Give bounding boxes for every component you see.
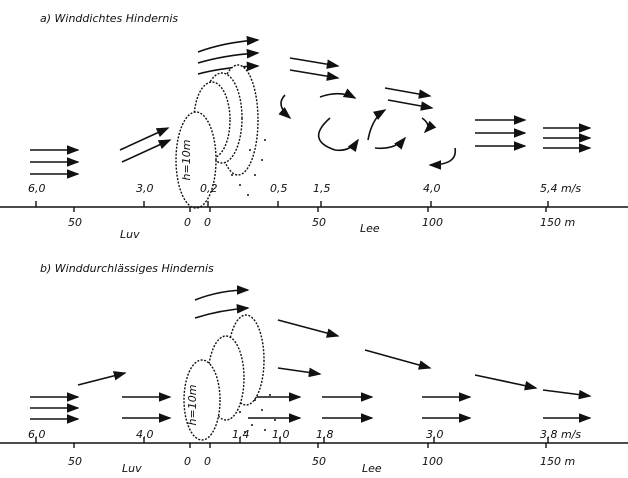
height-label: h=10m bbox=[186, 385, 199, 426]
speed-label: 1,0 bbox=[272, 428, 290, 441]
speed-label: 0,5 bbox=[270, 182, 288, 195]
distance-label: 0 bbox=[204, 455, 211, 468]
windward-label: Luv bbox=[120, 228, 140, 241]
speed-label: 3,0 bbox=[136, 182, 154, 195]
leeward-label: Lee bbox=[360, 222, 380, 235]
speed-label: 3,8 m/s bbox=[540, 428, 581, 441]
speed-label: 1,8 bbox=[316, 428, 334, 441]
distance-label: 50 bbox=[312, 216, 326, 229]
distance-label: 50 bbox=[68, 216, 82, 229]
distance-label: 100 bbox=[422, 216, 443, 229]
panel-title: a) Winddichtes Hindernis bbox=[40, 12, 178, 25]
distance-label: 0 bbox=[184, 455, 191, 468]
distance-label: 50 bbox=[68, 455, 82, 468]
speed-label: 5,4 m/s bbox=[540, 182, 581, 195]
panel-a-art bbox=[30, 35, 592, 209]
speed-label: 6,0 bbox=[28, 182, 46, 195]
speed-label: 3,0 bbox=[426, 428, 444, 441]
panel-b-art bbox=[30, 285, 592, 441]
distance-label: 150 m bbox=[540, 216, 575, 229]
leeward-label: Lee bbox=[362, 462, 382, 475]
distance-label: 0 bbox=[184, 216, 191, 229]
speed-label: 0,2 bbox=[200, 182, 218, 195]
speed-label: 1,5 bbox=[313, 182, 331, 195]
distance-label: 100 bbox=[422, 455, 443, 468]
height-label: h=10m bbox=[180, 140, 193, 181]
speed-label: 6,0 bbox=[28, 428, 46, 441]
distance-label: 150 m bbox=[540, 455, 575, 468]
speed-label: 4,0 bbox=[423, 182, 441, 195]
speed-label: 1,4 bbox=[232, 428, 250, 441]
windward-label: Luv bbox=[122, 462, 142, 475]
speed-label: 4,0 bbox=[136, 428, 154, 441]
distance-label: 0 bbox=[204, 216, 211, 229]
distance-label: 50 bbox=[312, 455, 326, 468]
panel-title: b) Winddurchlässiges Hindernis bbox=[40, 262, 214, 275]
